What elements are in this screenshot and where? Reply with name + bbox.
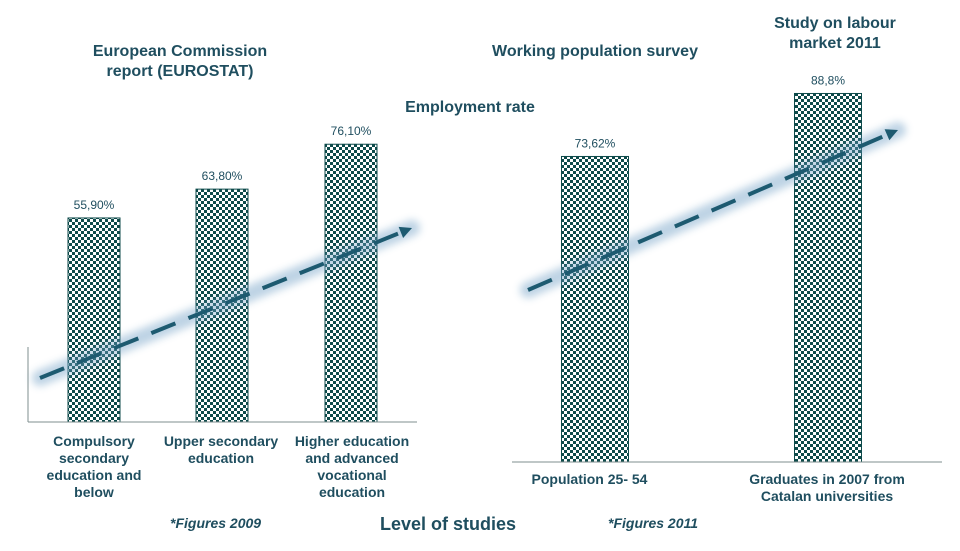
trend-arrow-right <box>520 122 906 298</box>
left-report-title: European Commission report (EUROSTAT) <box>92 43 268 80</box>
bar-population <box>561 155 629 463</box>
value-label-higher-education: 76,10% <box>331 124 372 138</box>
category-label-population: Population 25- 54 <box>531 471 648 487</box>
value-label-compulsory: 55,90% <box>74 198 115 212</box>
category-label-upper-secondary: Upper secondary education <box>163 433 279 466</box>
bar-higher-education <box>324 143 378 423</box>
value-label-population: 73,62% <box>575 136 616 150</box>
value-label-graduates: 88,8% <box>811 73 845 87</box>
employment-rate-title: Employment rate <box>405 99 535 116</box>
figures-2011-note: *Figures 2011 <box>608 515 699 531</box>
category-label-graduates: Graduates in 2007 from Catalan universit… <box>749 471 905 504</box>
category-label-compulsory: Compulsory secondary education and below <box>46 433 142 500</box>
x-axis-title: Level of studies <box>380 514 517 534</box>
middle-survey-title: Working population survey <box>492 43 698 60</box>
right-study-title: Study on labour market 2011 <box>774 15 896 52</box>
category-label-higher-education: Higher education and advanced vocational… <box>294 433 410 500</box>
trend-arrow-left <box>32 220 420 386</box>
value-label-upper-secondary: 63,80% <box>202 169 243 183</box>
figures-2009-note: *Figures 2009 <box>170 515 262 531</box>
bar-compulsory <box>67 217 121 423</box>
